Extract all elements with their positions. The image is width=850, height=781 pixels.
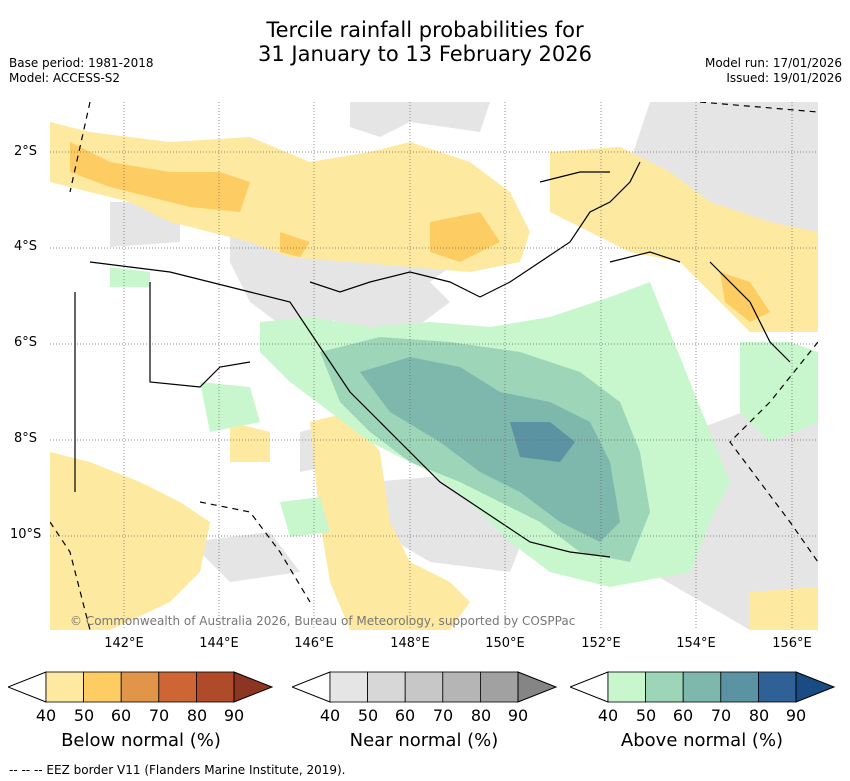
- meta-right: Model run: 17/01/2026 Issued: 19/01/2026: [705, 56, 842, 86]
- map-svg: [49, 101, 819, 631]
- tick: 90: [507, 706, 529, 725]
- lat-label-6s: 6°S: [14, 335, 38, 350]
- colorbar-swatch: [158, 671, 197, 703]
- map-area: [49, 101, 819, 631]
- colorbar-swatch: [607, 671, 646, 703]
- colorbar-swatch: [83, 671, 122, 703]
- colorbar-below-label: Below normal (%): [61, 730, 221, 751]
- colorbar-below-swatches: [45, 671, 235, 703]
- colorbar-near-label: Near normal (%): [349, 730, 499, 751]
- tick: 60: [394, 706, 416, 725]
- colorbar-swatch: [45, 671, 84, 703]
- colorbar-near-swatches: [329, 671, 519, 703]
- tick: 80: [748, 706, 770, 725]
- title-line-2: 31 January to 13 February 2026: [257, 42, 592, 66]
- colorbar-swatch: [120, 671, 160, 703]
- lon-label-152e: 152°E: [581, 636, 621, 651]
- colorbar-swatch: [404, 671, 444, 703]
- coastlines: [74, 161, 791, 558]
- tick: 40: [35, 706, 57, 725]
- above-normal-60: [360, 357, 620, 542]
- colorbar-swatch: [442, 671, 481, 703]
- colorbar-near-normal: [292, 671, 558, 703]
- colorbar-swatch: [479, 671, 519, 703]
- colorbar-swatch: [757, 671, 797, 703]
- lon-label-142e: 142°E: [104, 636, 144, 651]
- lat-label-8s: 8°S: [14, 431, 38, 446]
- map-title: Tercile rainfall probabilities for 31 Ja…: [0, 18, 850, 66]
- lon-label-146e: 146°E: [294, 636, 334, 651]
- colorbar-swatch: [720, 671, 759, 703]
- tick: 40: [319, 706, 341, 725]
- tick: 40: [597, 706, 619, 725]
- footnote: -- -- -- EEZ border V11 (Flanders Marine…: [9, 763, 346, 777]
- above-normal-70: [510, 422, 575, 462]
- colorbar-above-swatches: [607, 671, 797, 703]
- eez-borders: [49, 101, 819, 631]
- tick: 60: [672, 706, 694, 725]
- colorbar-swatch: [195, 671, 235, 703]
- colorbar-swatch: [329, 671, 368, 703]
- lon-label-144e: 144°E: [199, 636, 239, 651]
- colorbar-swatch: [645, 671, 684, 703]
- base-period: Base period: 1981-2018: [9, 56, 154, 70]
- lon-label-154e: 154°E: [676, 636, 716, 651]
- tick: 50: [357, 706, 379, 725]
- tick: 80: [186, 706, 208, 725]
- colorbar-below-normal: [8, 671, 274, 703]
- issued-date: Issued: 19/01/2026: [726, 71, 842, 85]
- model-name: Model: ACCESS-S2: [9, 71, 121, 85]
- tick: 70: [432, 706, 454, 725]
- tick: 50: [73, 706, 95, 725]
- meta-left: Base period: 1981-2018 Model: ACCESS-S2: [9, 56, 154, 86]
- lon-label-150e: 150°E: [485, 636, 525, 651]
- credit-text: © Commonwealth of Australia 2026, Bureau…: [70, 614, 576, 628]
- colorbar-swatch: [682, 671, 722, 703]
- tick: 90: [785, 706, 807, 725]
- lat-label-2s: 2°S: [14, 144, 38, 159]
- title-line-1: Tercile rainfall probabilities for: [266, 18, 584, 42]
- lon-label-148e: 148°E: [390, 636, 430, 651]
- model-run: Model run: 17/01/2026: [704, 56, 842, 70]
- lat-label-4s: 4°S: [14, 239, 38, 254]
- colorbar-above-normal: [570, 671, 836, 703]
- lon-label-156e: 156°E: [772, 636, 812, 651]
- tick: 70: [710, 706, 732, 725]
- tick: 60: [110, 706, 132, 725]
- tick: 90: [223, 706, 245, 725]
- graticule: [50, 102, 818, 630]
- colorbar-above-label: Above normal (%): [620, 730, 784, 751]
- lat-label-10s: 10°S: [10, 527, 42, 542]
- colorbar-swatch: [367, 671, 406, 703]
- tick: 80: [470, 706, 492, 725]
- tick: 70: [148, 706, 170, 725]
- tick: 50: [635, 706, 657, 725]
